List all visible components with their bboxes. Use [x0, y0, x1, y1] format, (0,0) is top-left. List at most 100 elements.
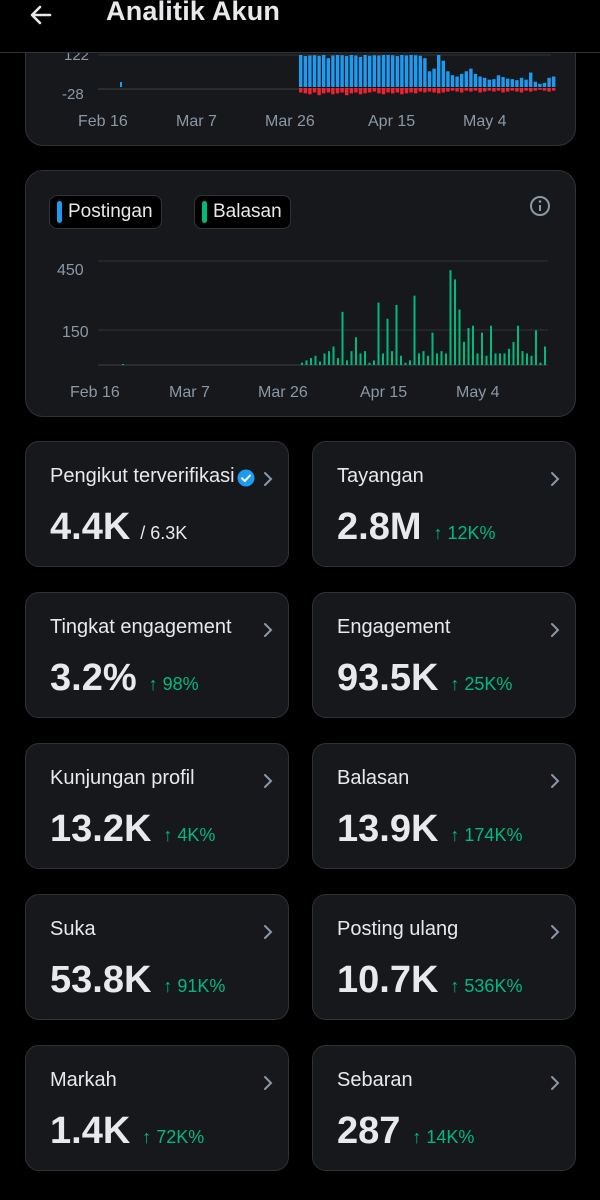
metric-label: Tayangan — [337, 465, 424, 487]
chart-bar — [322, 88, 326, 94]
chart-bar — [377, 88, 381, 94]
chart-bar — [337, 358, 339, 365]
chart-bar — [501, 77, 505, 87]
chart-bar — [519, 77, 524, 87]
metric-value: 10.7K — [337, 959, 439, 1001]
y-tick-label: 450 — [57, 262, 84, 279]
chart-bar — [345, 88, 349, 96]
chart-bar — [345, 56, 349, 87]
chart-bar — [355, 337, 357, 365]
chart-bar — [423, 58, 427, 87]
metric-change: ↑ 4K% — [163, 825, 216, 845]
metric-change: ↑ 12K% — [433, 523, 496, 543]
chart-bar — [467, 328, 470, 365]
chart-bar — [409, 88, 413, 93]
chart-bar — [359, 353, 362, 365]
metric-change: ↑ 91K% — [163, 976, 226, 996]
chart-bar — [481, 332, 483, 365]
metric-card-impressions[interactable]: Tayangan 2.8M ↑ 12K% — [312, 441, 576, 567]
metric-value: 53.8K — [50, 959, 152, 1001]
chart-bar — [427, 88, 432, 92]
chart-bar — [312, 88, 317, 93]
metric-label: Pengikut terverifikasi — [50, 465, 235, 487]
chart-bar — [391, 88, 395, 94]
chart-bar — [400, 355, 402, 365]
chart-bar — [409, 360, 411, 365]
chart-bar — [446, 88, 450, 92]
metric-card-engagement[interactable]: Engagement 93.5K ↑ 25K% — [312, 592, 576, 718]
metric-label: Kunjungan profil — [50, 767, 195, 789]
chart-bar — [487, 79, 491, 87]
chart-bar — [314, 355, 317, 365]
chart-bar — [454, 279, 456, 365]
chart-bar — [358, 56, 363, 87]
chart-bar — [535, 330, 537, 365]
chart-bar — [515, 80, 519, 87]
chart-bar — [533, 81, 537, 87]
chart-bar — [317, 88, 321, 96]
chevron-right-icon — [264, 472, 273, 486]
chart-bar — [519, 88, 524, 93]
metric-value-row: 4.4K / 6.3K — [50, 506, 187, 549]
chart-bar — [400, 55, 404, 87]
chart-bar — [529, 72, 533, 87]
chart-bar — [120, 82, 122, 87]
metric-value: 93.5K — [337, 657, 439, 699]
chart-bar — [552, 76, 556, 87]
metric-card-reposts[interactable]: Posting ulang 10.7K ↑ 536K% — [312, 894, 576, 1020]
x-tick-label: May 4 — [456, 384, 500, 401]
metric-card-likes[interactable]: Suka 53.8K ↑ 91K% — [25, 894, 289, 1020]
chart-bar — [492, 79, 496, 87]
metric-value-row: 93.5K ↑ 25K% — [337, 657, 512, 700]
chart-bar — [455, 88, 459, 92]
chart-bar — [305, 360, 308, 365]
chart-bar — [409, 55, 413, 87]
chevron-right-icon — [551, 472, 560, 486]
metric-card-bookmarks[interactable]: Markah 1.4K ↑ 72K% — [25, 1045, 289, 1171]
metric-card-verified-followers[interactable]: Pengikut terverifikasi 4.4K / 6.3K — [25, 441, 289, 567]
chart-bar — [542, 82, 547, 87]
legend-postingan[interactable]: Postingan — [49, 195, 162, 229]
chart-bar — [544, 346, 546, 365]
chart-bar — [492, 88, 496, 92]
chart-bar — [349, 88, 353, 94]
chart-bar — [395, 56, 399, 87]
chevron-right-icon — [264, 774, 273, 788]
chart-bar — [496, 75, 501, 87]
chart-bar — [299, 55, 303, 87]
metric-value: 4.4K — [50, 506, 131, 548]
chart-bar — [364, 351, 366, 365]
chart-bar — [317, 55, 321, 87]
legend-balasan[interactable]: Balasan — [194, 195, 291, 229]
chart-bar — [122, 364, 124, 365]
chart-bar — [381, 88, 386, 95]
chart-bar — [441, 60, 445, 87]
metric-card-replies[interactable]: Balasan 13.9K ↑ 174K% — [312, 743, 576, 869]
chevron-right-icon — [264, 623, 273, 637]
impressions-chart: 122 -28 Feb 16 Mar 7 Mar 26 Apr 15 May 4 — [62, 47, 556, 130]
x-tick-label: Mar 26 — [258, 384, 308, 401]
metric-card-shares[interactable]: Sebaran 287 ↑ 14K% — [312, 1045, 576, 1171]
metric-label: Engagement — [337, 616, 451, 638]
metric-total: / 6.3K — [140, 523, 188, 543]
chart-bar — [323, 353, 326, 365]
metric-value: 1.4K — [50, 1110, 131, 1152]
arrow-left-icon[interactable] — [26, 0, 56, 30]
chart-bar — [328, 351, 330, 365]
chart-bar — [404, 88, 409, 94]
info-icon[interactable] — [529, 195, 551, 217]
chevron-right-icon — [264, 1076, 273, 1090]
chart-bar — [363, 55, 367, 87]
chart-bar — [414, 88, 418, 94]
chevron-right-icon — [551, 925, 560, 939]
chart-bar — [312, 55, 317, 87]
chart-bar — [422, 351, 425, 365]
chart-bar — [542, 88, 547, 91]
chart-bar — [413, 295, 416, 365]
chart-bar — [308, 55, 312, 87]
chart-bar — [391, 55, 395, 87]
chart-bar — [533, 88, 537, 91]
metric-card-profile-visits[interactable]: Kunjungan profil 13.2K ↑ 4K% — [25, 743, 289, 869]
metric-card-engagement-rate[interactable]: Tingkat engagement 3.2% ↑ 98% — [25, 592, 289, 718]
chart-bar — [299, 88, 303, 93]
